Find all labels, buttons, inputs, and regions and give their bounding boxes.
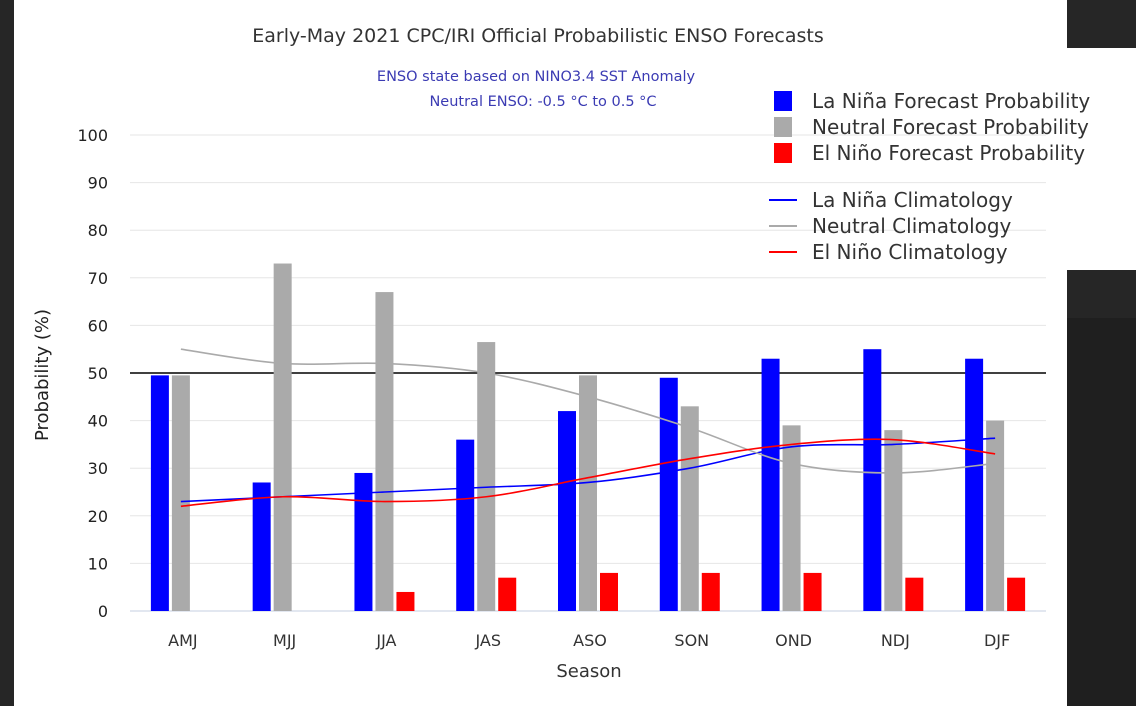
bar [396,591,415,611]
y-tick-label: 90 [88,174,108,193]
chart-subtitle-line-2: Neutral ENSO: -0.5 °C to 0.5 °C [429,94,656,110]
climatology-lines [180,348,996,508]
x-tick-label: JAS [474,631,501,650]
legend-label: El Niño Climatology [812,240,1008,264]
bar [863,349,882,611]
legend-label: La Niña Forecast Probability [812,89,1090,113]
bar [701,572,720,611]
legend-label: La Niña Climatology [812,188,1013,212]
y-tick-label: 100 [77,126,108,145]
y-tick-labels: 0 10 20 30 40 50 60 70 80 90 100 [77,126,108,621]
bar [558,411,576,611]
x-tick-label: DJF [984,631,1010,650]
y-tick-label: 0 [98,602,108,621]
x-tick-label: SON [674,631,709,650]
climatology-line [180,437,996,503]
legend-label: El Niño Forecast Probability [812,141,1085,165]
legend-label: Neutral Climatology [812,214,1012,238]
bar [456,439,475,611]
x-tick-label: AMJ [168,631,197,650]
y-tick-label: 50 [88,364,108,383]
bar [498,577,517,611]
legend-label: Neutral Forecast Probability [812,115,1089,139]
x-axis-label: Season [556,661,621,682]
chart-title: Early-May 2021 CPC/IRI Official Probabil… [252,25,824,47]
bar [375,292,394,611]
background-strip-lower [1067,318,1136,706]
climatology-line [180,348,996,474]
bar [761,358,780,611]
bar [600,572,618,611]
bar [150,375,169,611]
y-axis-label: Probability (%) [32,309,53,441]
y-tick-label: 10 [88,554,108,573]
legend-background [728,48,1136,270]
x-tick-label: MJJ [273,631,296,650]
bar [782,425,801,611]
legend-swatch [774,91,792,111]
x-tick-label: OND [775,631,812,650]
y-tick-label: 70 [88,269,108,288]
y-tick-label: 60 [88,316,108,335]
climatology-line [180,438,996,508]
bar [252,482,271,611]
y-tick-label: 80 [88,221,108,240]
bar [884,430,903,611]
x-tick-labels: AMJ MJJ JJA JAS ASO SON OND NDJ DJF [168,631,1010,650]
bar [965,358,984,611]
y-tick-label: 40 [88,412,108,431]
bar [1007,577,1026,611]
bar [273,263,292,611]
legend-swatch [774,117,792,137]
y-tick-label: 20 [88,507,108,526]
y-tick-label: 30 [88,459,108,478]
x-tick-label: ASO [573,631,607,650]
bar [659,377,678,611]
chart-subtitle-line-1: ENSO state based on NINO3.4 SST Anomaly [377,69,696,85]
bar [680,406,699,611]
bar [171,375,190,611]
bar [579,375,597,611]
legend-swatch [774,143,792,163]
background-strip [1067,0,1136,48]
bar [354,472,373,611]
x-tick-label: JJA [375,631,396,650]
bar [986,420,1005,611]
x-tick-label: NDJ [881,631,910,650]
bar [905,577,924,611]
bar [477,342,496,611]
bars [150,263,1026,611]
bar [803,572,822,611]
